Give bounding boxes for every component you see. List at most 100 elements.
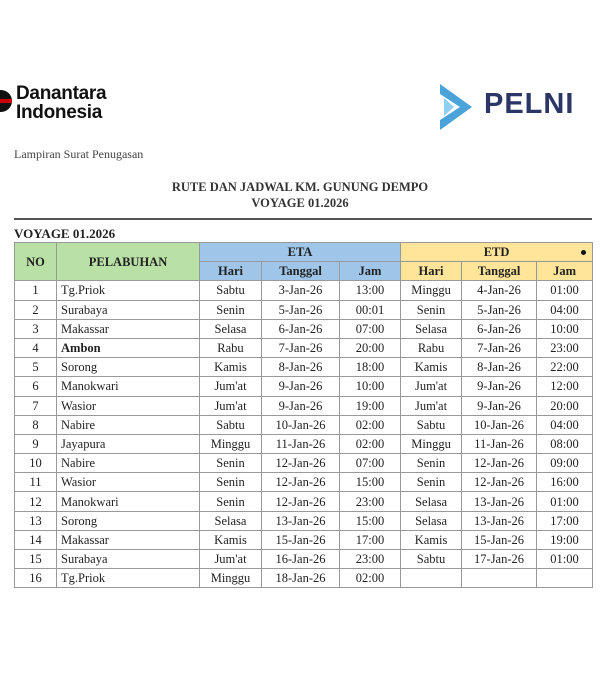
etd-time: 10:00	[536, 318, 594, 339]
etd-day: Rabu	[400, 337, 463, 359]
etd-time: 19:00	[536, 529, 594, 551]
row-no: 1	[14, 280, 57, 301]
header-no: NO	[14, 241, 57, 282]
eta-date: 9-Jan-26	[261, 395, 340, 416]
eta-day: Minggu	[199, 568, 262, 589]
etd-date: 8-Jan-26	[461, 357, 538, 378]
header-eta-time: Jam	[338, 261, 402, 282]
etd-time: 22:00	[536, 357, 594, 378]
eta-time: 23:00	[338, 491, 402, 512]
etd-time: 04:00	[536, 299, 594, 320]
etd-day: Minggu	[400, 280, 463, 301]
port-name: Sorong	[56, 357, 200, 378]
row-no: 13	[14, 510, 57, 531]
voyage-label: VOYAGE 01.2026	[14, 226, 116, 241]
row-no: 10	[14, 453, 57, 474]
etd-date: 17-Jan-26	[461, 548, 538, 570]
table-row: 1 Tg.Priok Sabtu 3-Jan-26 13:00 Minggu 4-Jan-2…	[14, 280, 594, 301]
header-etd-date: Tanggal	[461, 261, 538, 282]
document-title: RUTE DAN JADWAL KM. GUNUNG DEMPO	[171, 180, 429, 194]
port-name: Makassar	[56, 318, 200, 339]
eta-time: 07:00	[338, 453, 402, 474]
eta-time: 02:00	[338, 433, 402, 455]
etd-time: 20:00	[536, 395, 594, 416]
port-name: Wasior	[56, 395, 200, 416]
table-row: 14 Makassar Kamis 15-Jan-26 17:00 Kamis 15-Jan…	[14, 529, 594, 551]
etd-date: 10-Jan-26	[461, 414, 538, 435]
eta-day: Sabtu	[199, 280, 262, 301]
eta-date: 5-Jan-26	[261, 299, 340, 320]
eta-date: 7-Jan-26	[261, 337, 340, 359]
eta-day: Minggu	[199, 433, 262, 455]
eta-date: 18-Jan-26	[261, 568, 340, 589]
table-row: 7 Wasior Jum'at 9-Jan-26 19:00 Jum'at 9-Jan-26…	[14, 395, 594, 416]
etd-time	[536, 568, 594, 589]
header-eta: ETA	[198, 241, 402, 263]
eta-time: 13:00	[338, 280, 402, 301]
eta-day: Kamis	[199, 357, 262, 378]
port-name: Manokwari	[56, 491, 200, 512]
table-row: 11 Wasior Senin 12-Jan-26 15:00 Senin 12-Jan-2…	[14, 472, 594, 493]
row-no: 9	[14, 433, 57, 455]
eta-time: 07:00	[338, 318, 402, 339]
etd-date	[461, 568, 538, 589]
header-etd: ETD	[400, 241, 594, 263]
etd-date: 11-Jan-26	[461, 433, 538, 455]
eta-day: Senin	[199, 299, 262, 320]
etd-date: 15-Jan-26	[461, 529, 538, 551]
eta-time: 17:00	[338, 529, 402, 551]
eta-day: Jum'at	[199, 548, 262, 570]
eta-date: 15-Jan-26	[261, 529, 340, 551]
table-row: 4 Ambon Rabu 7-Jan-26 20:00 Rabu 7-Jan-26 23:00	[14, 337, 594, 359]
etd-date: 12-Jan-26	[461, 453, 538, 474]
etd-date: 7-Jan-26	[461, 337, 538, 359]
etd-day: Kamis	[400, 529, 463, 551]
row-no: 16	[14, 568, 57, 589]
eta-time: 15:00	[338, 510, 402, 531]
eta-time: 00:01	[338, 299, 402, 320]
etd-day: Sabtu	[400, 548, 463, 570]
port-name: Ambon	[56, 337, 200, 359]
table-row: 10 Nabire Senin 12-Jan-26 07:00 Senin 12-Jan-2…	[14, 453, 594, 474]
eta-day: Sabtu	[199, 414, 262, 435]
eta-date: 16-Jan-26	[261, 548, 340, 570]
eta-date: 6-Jan-26	[261, 318, 340, 339]
etd-date: 12-Jan-26	[461, 472, 538, 493]
eta-time: 02:00	[338, 568, 402, 589]
danantara-mark-icon	[0, 90, 12, 112]
etd-day: Senin	[400, 472, 463, 493]
danantara-wordmark: Danantara Indonesia	[16, 83, 107, 123]
etd-time: 08:00	[536, 433, 594, 455]
etd-date: 9-Jan-26	[461, 395, 538, 416]
row-no: 8	[14, 414, 57, 435]
eta-date: 12-Jan-26	[261, 472, 340, 493]
eta-time: 02:00	[338, 414, 402, 435]
dot-mark	[581, 250, 587, 255]
etd-date: 4-Jan-26	[461, 280, 538, 301]
eta-day: Kamis	[199, 529, 262, 551]
etd-day: Jum'at	[400, 376, 463, 397]
row-no: 12	[14, 491, 57, 512]
eta-day: Senin	[199, 491, 262, 512]
port-name: Surabaya	[56, 548, 200, 570]
pelni-wordmark: PELNI	[484, 88, 575, 120]
table-row: 2 Surabaya Senin 5-Jan-26 00:01 Senin 5-Jan-26…	[14, 299, 594, 320]
etd-time: 12:00	[536, 376, 594, 397]
table-row: 8 Nabire Sabtu 10-Jan-26 02:00 Sabtu 10-Jan-26…	[14, 414, 594, 435]
etd-day: Sabtu	[400, 414, 463, 435]
row-no: 14	[14, 529, 57, 551]
etd-time: 23:00	[536, 337, 594, 359]
header-etd-day: Hari	[400, 261, 463, 282]
table-row: 3 Makassar Selasa 6-Jan-26 07:00 Selasa 6-Jan-…	[14, 318, 594, 339]
eta-time: 20:00	[338, 337, 402, 359]
eta-day: Jum'at	[199, 376, 262, 397]
port-name: Tg.Priok	[56, 280, 200, 301]
etd-day: Jum'at	[400, 395, 463, 416]
etd-day: Minggu	[400, 433, 463, 455]
port-name: Tg.Priok	[56, 568, 200, 589]
divider	[14, 218, 592, 220]
etd-time: 01:00	[536, 280, 594, 301]
row-no: 5	[14, 357, 57, 378]
table-row: 16 Tg.Priok Minggu 18-Jan-26 02:00	[14, 568, 594, 589]
row-no: 15	[14, 548, 57, 570]
